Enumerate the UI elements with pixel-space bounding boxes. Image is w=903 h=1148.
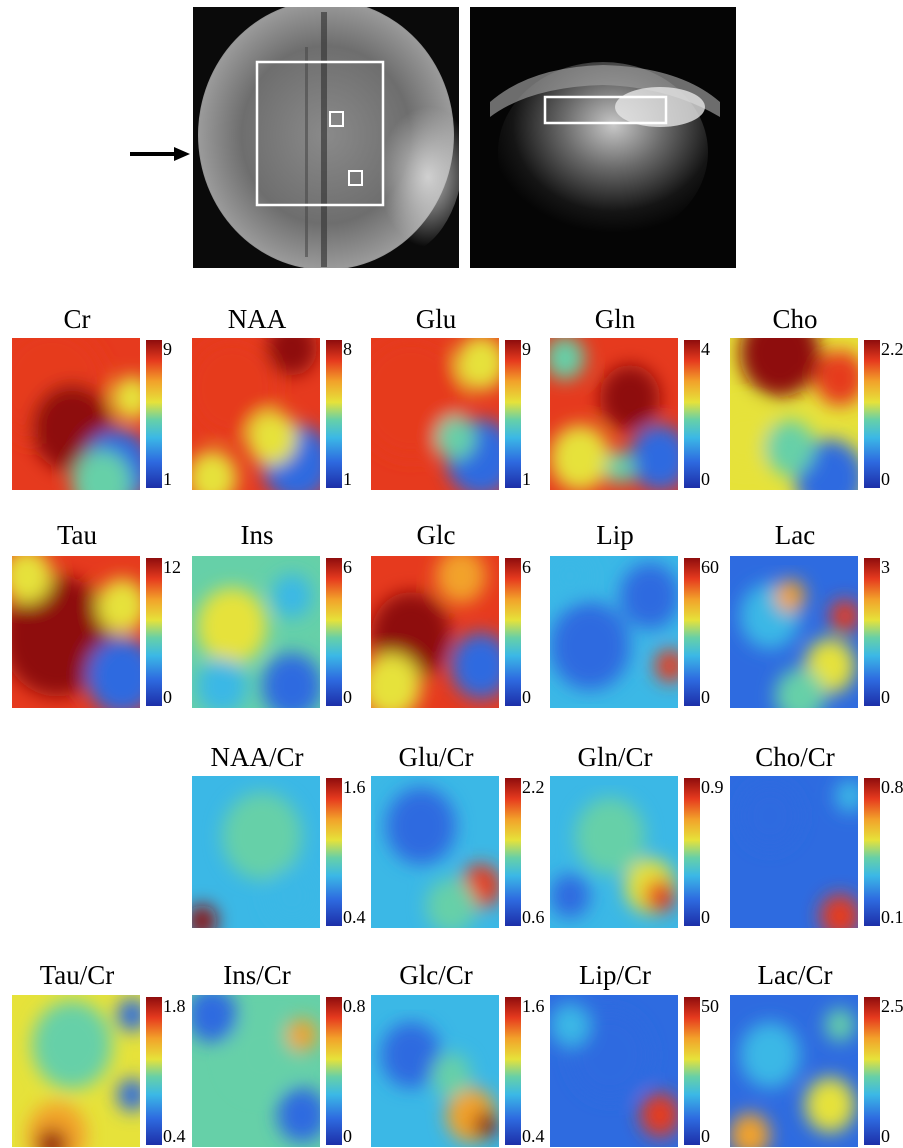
colorbar-min-label: 0 xyxy=(881,687,890,707)
map-title: Lac xyxy=(774,520,816,550)
map-title: Gln xyxy=(594,304,636,334)
colorbar-max-label: 2.5 xyxy=(881,996,903,1016)
colorbar xyxy=(864,997,880,1145)
colorbar-max-label: 6 xyxy=(522,557,531,577)
map-title: Cho/Cr xyxy=(755,742,835,772)
colorbar-min-label: 0.4 xyxy=(343,907,366,927)
colorbar-max-label: 60 xyxy=(701,557,719,577)
heatmap xyxy=(371,338,499,490)
heatmap xyxy=(550,995,678,1147)
colorbar-min-label: 0 xyxy=(701,907,710,927)
map-title: Ins xyxy=(240,520,274,550)
heatmap xyxy=(550,338,678,490)
colorbar-min-label: 1 xyxy=(163,469,172,489)
heatmap xyxy=(192,556,320,708)
colorbar xyxy=(146,340,162,488)
colorbar-min-label: 0 xyxy=(881,1126,890,1146)
map-title: Lip xyxy=(596,520,634,550)
colorbar xyxy=(684,340,700,488)
map-title: Lac/Cr xyxy=(757,960,833,990)
mri-coronal-image xyxy=(470,7,736,268)
colorbar xyxy=(505,778,521,926)
colorbar-min-label: 0 xyxy=(701,1126,710,1146)
colorbar-max-label: 6 xyxy=(343,557,352,577)
colorbar-max-label: 12 xyxy=(163,557,181,577)
map-title: Glc xyxy=(416,520,456,550)
heatmap xyxy=(192,776,320,928)
heatmap xyxy=(730,556,858,708)
colorbar-max-label: 1.6 xyxy=(343,777,366,797)
arrow-icon xyxy=(130,147,190,161)
heatmap xyxy=(730,995,858,1147)
colorbar-min-label: 0.4 xyxy=(522,1126,545,1146)
colorbar-max-label: 9 xyxy=(522,339,531,359)
colorbar-max-label: 1.8 xyxy=(163,996,186,1016)
colorbar-max-label: 1.6 xyxy=(522,996,545,1016)
colorbar-min-label: 0.4 xyxy=(163,1126,186,1146)
colorbar xyxy=(326,778,342,926)
colorbar-min-label: 0.6 xyxy=(522,907,545,927)
heatmap xyxy=(192,338,320,490)
heatmap xyxy=(12,995,140,1147)
colorbar-max-label: 2.2 xyxy=(522,777,545,797)
colorbar-max-label: 0.9 xyxy=(701,777,724,797)
colorbar xyxy=(684,778,700,926)
map-title: Cho xyxy=(772,304,818,334)
colorbar-min-label: 0 xyxy=(163,687,172,707)
heatmap xyxy=(550,776,678,928)
map-title: Ins/Cr xyxy=(223,960,291,990)
colorbar xyxy=(505,340,521,488)
map-title: Glu/Cr xyxy=(398,742,474,772)
colorbar-min-label: 0 xyxy=(701,469,710,489)
colorbar xyxy=(505,558,521,706)
colorbar xyxy=(864,778,880,926)
colorbar xyxy=(684,997,700,1145)
colorbar-min-label: 0 xyxy=(343,687,352,707)
colorbar-min-label: 1 xyxy=(522,469,531,489)
colorbar xyxy=(146,558,162,706)
colorbar-min-label: 0 xyxy=(522,687,531,707)
colorbar-min-label: 0 xyxy=(881,469,890,489)
mri-axial-image xyxy=(193,7,459,268)
colorbar xyxy=(326,997,342,1145)
colorbar-max-label: 2.2 xyxy=(881,339,903,359)
heatmap xyxy=(730,338,858,490)
heatmap xyxy=(192,995,320,1147)
map-title: NAA xyxy=(227,304,287,334)
colorbar-min-label: 0.1 xyxy=(881,907,903,927)
map-title: Cr xyxy=(63,304,91,334)
colorbar-min-label: 0 xyxy=(343,1126,352,1146)
colorbar-max-label: 4 xyxy=(701,339,710,359)
heatmap xyxy=(371,995,499,1147)
colorbar-max-label: 0.8 xyxy=(343,996,366,1016)
colorbar xyxy=(864,340,880,488)
colorbar xyxy=(684,558,700,706)
map-title: Lip/Cr xyxy=(579,960,651,990)
colorbar xyxy=(864,558,880,706)
map-title: Glu xyxy=(415,304,457,334)
colorbar-max-label: 50 xyxy=(701,996,719,1016)
heatmap xyxy=(730,776,858,928)
colorbar-max-label: 3 xyxy=(881,557,890,577)
colorbar xyxy=(505,997,521,1145)
map-title: Tau xyxy=(56,520,98,550)
colorbar xyxy=(326,340,342,488)
colorbar-max-label: 8 xyxy=(343,339,352,359)
colorbar-max-label: 9 xyxy=(163,339,172,359)
colorbar-max-label: 0.8 xyxy=(881,777,903,797)
map-title: NAA/Cr xyxy=(210,742,304,772)
colorbar-min-label: 0 xyxy=(701,687,710,707)
colorbar xyxy=(326,558,342,706)
heatmap xyxy=(371,556,499,708)
heatmap xyxy=(371,776,499,928)
colorbar xyxy=(146,997,162,1145)
heatmap xyxy=(550,556,678,708)
map-title: Gln/Cr xyxy=(577,742,653,772)
heatmap xyxy=(12,338,140,490)
map-title: Glc/Cr xyxy=(399,960,473,990)
map-title: Tau/Cr xyxy=(39,960,115,990)
colorbar-min-label: 1 xyxy=(343,469,352,489)
heatmap xyxy=(12,556,140,708)
